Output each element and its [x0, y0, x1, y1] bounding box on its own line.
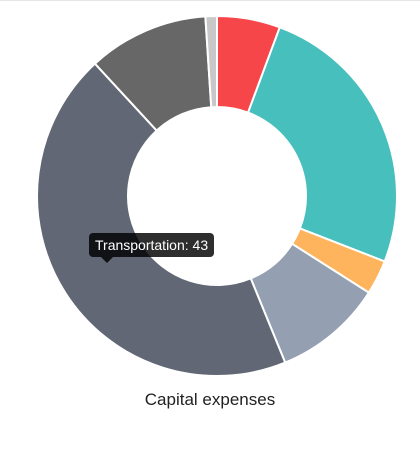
top-border [0, 0, 420, 1]
doughnut-slice-7[interactable] [204, 14, 218, 109]
tooltip-text: Transportation: 43 [95, 237, 209, 253]
doughnut-svg [36, 14, 398, 377]
chart-tooltip: Transportation: 43 [89, 233, 215, 263]
doughnut-slice-2[interactable] [246, 26, 398, 263]
chart-title: Capital expenses [144, 390, 276, 409]
doughnut-slice-5[interactable] [36, 62, 287, 377]
tooltip-caret [101, 257, 113, 263]
